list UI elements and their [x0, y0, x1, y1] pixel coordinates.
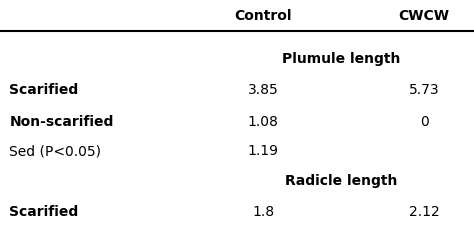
Text: 1.8: 1.8 [252, 205, 274, 218]
Text: 1.08: 1.08 [247, 115, 279, 128]
Text: Radicle length: Radicle length [285, 173, 398, 187]
Text: Scarified: Scarified [9, 83, 79, 97]
Text: 3.85: 3.85 [248, 83, 278, 97]
Text: 2.12: 2.12 [409, 205, 439, 218]
Text: 5.73: 5.73 [409, 83, 439, 97]
Text: 1.19: 1.19 [247, 144, 279, 158]
Text: Non-scarified: Non-scarified [9, 115, 114, 128]
Text: 0: 0 [420, 115, 428, 128]
Text: Sed (P<0.05): Sed (P<0.05) [9, 144, 101, 158]
Text: Plumule length: Plumule length [282, 52, 401, 65]
Text: CWCW: CWCW [399, 9, 450, 23]
Text: Scarified: Scarified [9, 205, 79, 218]
Text: Control: Control [234, 9, 292, 23]
